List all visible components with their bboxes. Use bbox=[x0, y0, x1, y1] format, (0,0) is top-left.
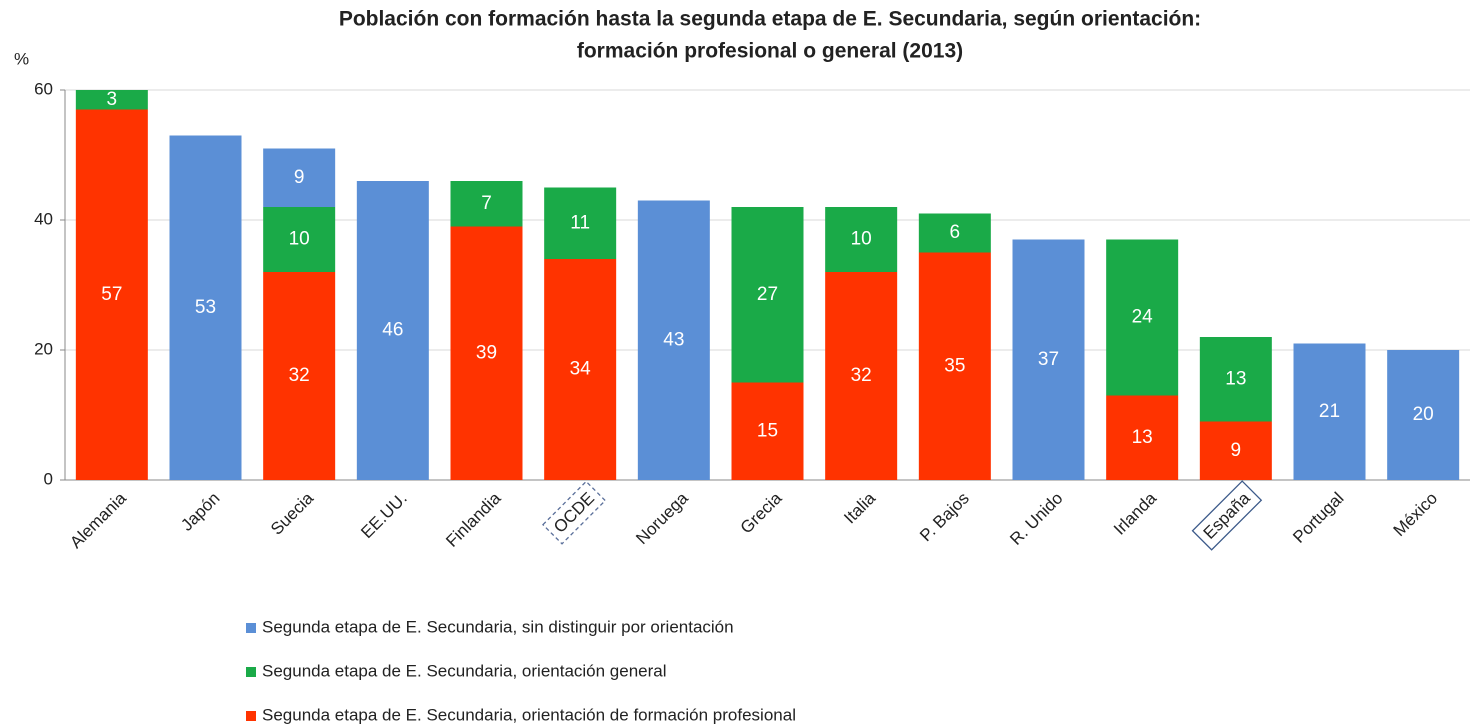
label-highlight bbox=[542, 480, 607, 545]
value-label: 37 bbox=[1038, 349, 1059, 370]
bar-segment bbox=[1293, 343, 1366, 480]
legend-swatch bbox=[246, 711, 256, 721]
chart-title: formación profesional o general (2013) bbox=[577, 40, 963, 63]
value-label: 15 bbox=[757, 420, 778, 441]
bar-segment bbox=[918, 252, 991, 480]
value-label: 11 bbox=[570, 212, 590, 233]
legend-swatch bbox=[246, 667, 256, 677]
legend-label: Segunda etapa de E. Secundaria, orientac… bbox=[262, 661, 667, 680]
bar-segment bbox=[918, 213, 991, 253]
x-tick-label: Italia bbox=[840, 488, 879, 527]
x-tick-label: Finlandia bbox=[442, 488, 505, 551]
y-tick-label: 20 bbox=[34, 339, 53, 358]
legend-label: Segunda etapa de E. Secundaria, orientac… bbox=[262, 705, 796, 724]
bar-segment bbox=[1199, 337, 1272, 422]
value-label: 46 bbox=[382, 320, 403, 341]
bar-segment bbox=[544, 187, 617, 259]
y-tick-label: 0 bbox=[44, 469, 53, 488]
value-label: 53 bbox=[195, 297, 216, 318]
y-tick-label: 60 bbox=[34, 79, 53, 98]
bar-segment bbox=[637, 200, 710, 480]
x-tick-label: México bbox=[1390, 489, 1442, 541]
value-label: 13 bbox=[1225, 368, 1246, 389]
value-label: 7 bbox=[481, 193, 492, 214]
bar-segment bbox=[1106, 395, 1179, 480]
value-label: 3 bbox=[107, 89, 118, 110]
y-tick-label: 40 bbox=[34, 209, 53, 228]
bar-segment bbox=[731, 382, 804, 480]
bar-segment bbox=[263, 272, 336, 480]
x-tick-label: Alemania bbox=[66, 488, 130, 552]
value-label: 57 bbox=[101, 284, 122, 305]
bar-segment bbox=[450, 181, 523, 227]
bar-segment bbox=[1199, 421, 1272, 480]
x-tick-label: Noruega bbox=[632, 488, 692, 548]
label-highlight bbox=[1191, 480, 1263, 551]
bar-segment bbox=[825, 207, 898, 272]
bar-segment bbox=[544, 259, 617, 480]
x-tick-label: Japón bbox=[177, 489, 223, 535]
value-label: 27 bbox=[757, 284, 778, 305]
x-tick-label: P. Bajos bbox=[916, 489, 973, 546]
bar-segment bbox=[1106, 239, 1179, 396]
value-label: 20 bbox=[1413, 404, 1434, 425]
value-label: 24 bbox=[1132, 307, 1154, 328]
value-label: 35 bbox=[944, 355, 965, 376]
value-label: 6 bbox=[950, 222, 961, 243]
x-tick-label: Suecia bbox=[267, 488, 318, 539]
value-label: 34 bbox=[570, 359, 592, 380]
bar-segment bbox=[450, 226, 523, 480]
x-tick-label: OCDE bbox=[550, 489, 598, 537]
bar-segment bbox=[169, 135, 242, 480]
bar-segment bbox=[263, 148, 336, 207]
x-tick-label: Irlanda bbox=[1110, 488, 1161, 539]
bar-segment bbox=[263, 207, 336, 272]
value-label: 9 bbox=[294, 167, 305, 188]
x-tick-label: Portugal bbox=[1289, 489, 1347, 547]
legend-label: Segunda etapa de E. Secundaria, sin dist… bbox=[262, 617, 734, 636]
x-tick-label: R. Unido bbox=[1006, 489, 1066, 549]
value-label: 9 bbox=[1231, 440, 1242, 461]
bar-segment bbox=[75, 90, 148, 110]
value-label: 43 bbox=[663, 329, 684, 350]
bar-segment bbox=[356, 181, 429, 480]
value-label: 32 bbox=[289, 365, 310, 386]
bar-segment bbox=[75, 109, 148, 480]
bar-segment bbox=[825, 272, 898, 480]
value-label: 13 bbox=[1132, 427, 1153, 448]
x-tick-label: EE.UU. bbox=[357, 489, 411, 543]
value-label: 32 bbox=[851, 365, 872, 386]
value-label: 10 bbox=[289, 229, 310, 250]
bar-segment bbox=[1387, 350, 1460, 480]
legend-swatch bbox=[246, 623, 256, 633]
y-axis-label: % bbox=[14, 49, 29, 68]
bar-segment bbox=[1012, 239, 1085, 480]
value-label: 10 bbox=[851, 229, 872, 250]
x-tick-label: Grecia bbox=[737, 488, 786, 537]
chart-title: Población con formación hasta la segunda… bbox=[339, 8, 1201, 31]
bar-segment bbox=[731, 207, 804, 383]
value-label: 39 bbox=[476, 342, 497, 363]
value-label: 21 bbox=[1319, 401, 1340, 422]
